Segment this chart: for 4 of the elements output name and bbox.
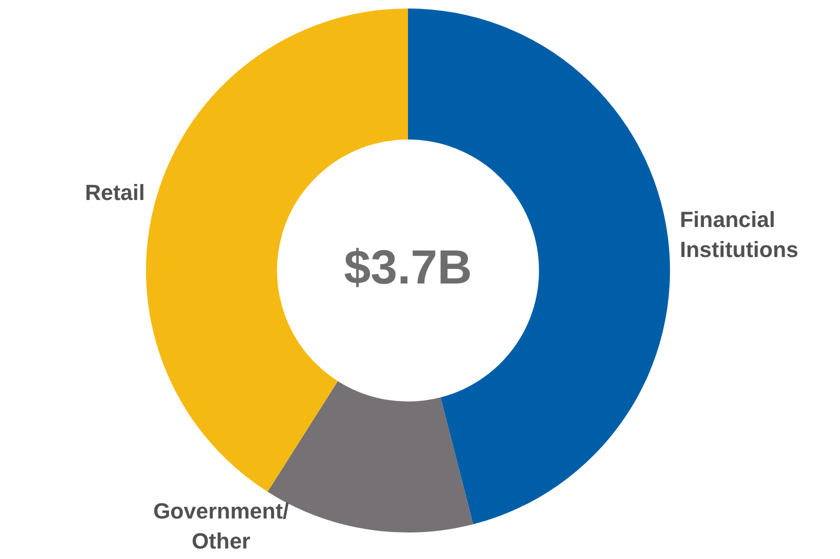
slice-label: Government/ Other <box>153 498 289 554</box>
text: $3.7B <box>344 242 472 295</box>
slice-label: Retail <box>84 180 145 206</box>
slice-label: Financial Institutions <box>680 207 798 262</box>
